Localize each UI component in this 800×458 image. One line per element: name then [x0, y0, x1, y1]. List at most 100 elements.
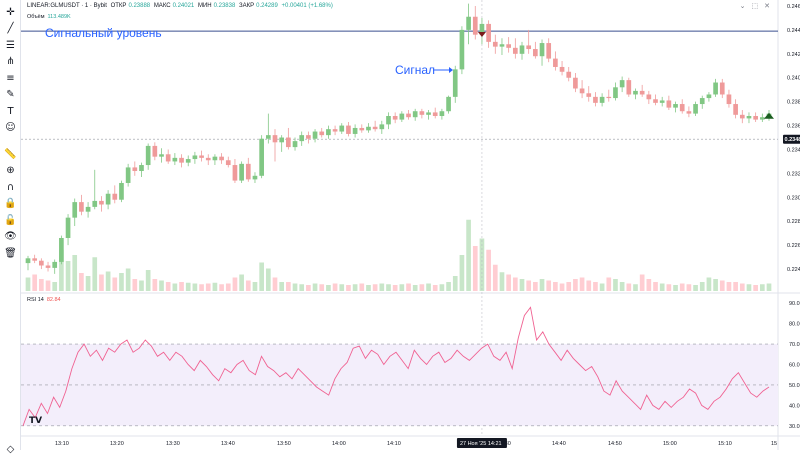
- candle-body: [606, 97, 611, 98]
- volume-bar: [293, 284, 298, 292]
- collapse-pane-icon[interactable]: ⌄: [740, 2, 746, 10]
- magnet-icon[interactable]: ∩: [3, 180, 18, 195]
- candle-body: [266, 135, 271, 139]
- lock-drawing-icon[interactable]: 🔒: [3, 197, 18, 212]
- candle-body: [506, 44, 511, 48]
- buy-signal-marker: [764, 113, 774, 119]
- volume-bar: [713, 279, 718, 291]
- volume-bar: [740, 284, 745, 292]
- candle-body: [359, 128, 364, 130]
- rsi-label: RSI 14: [27, 297, 44, 303]
- candle-body: [99, 201, 104, 205]
- low-label: МИН: [198, 3, 212, 9]
- trend-line-icon[interactable]: ╱: [3, 22, 18, 37]
- symbol-title[interactable]: LINEAR:GLMUSDT · 1 · Bybit: [27, 3, 107, 9]
- rsi-tick-label: 60.00: [789, 363, 800, 369]
- zoom-icon[interactable]: ⊕: [3, 164, 18, 179]
- candle-body: [593, 97, 598, 103]
- volume-bar: [26, 278, 31, 292]
- text-icon[interactable]: T: [3, 104, 18, 119]
- candle-body: [92, 201, 97, 207]
- time-tick-label: 14:50: [608, 441, 622, 447]
- volume-bar: [433, 285, 438, 291]
- volume-bar: [153, 279, 158, 291]
- fib-icon[interactable]: ≡: [3, 71, 18, 86]
- candle-body: [259, 139, 264, 176]
- horizontal-lines-icon[interactable]: ☰: [3, 38, 18, 53]
- time-tick-label: 15: [771, 441, 777, 447]
- volume-bar: [386, 284, 391, 291]
- time-tick-label: 14:00: [332, 441, 346, 447]
- volume-bar: [112, 278, 117, 292]
- signal-arrow-head: [449, 67, 453, 73]
- crosshair-icon[interactable]: ✛: [3, 5, 18, 20]
- candle-body: [86, 207, 91, 212]
- candle-body: [540, 43, 545, 56]
- volume-bar: [767, 284, 772, 292]
- candle-body: [553, 59, 558, 67]
- volume-bar: [239, 275, 244, 292]
- volume-bar: [466, 220, 471, 291]
- emoji-icon[interactable]: ☺: [3, 121, 18, 136]
- time-tick-label: 14:10: [387, 441, 401, 447]
- candle-body: [233, 165, 238, 181]
- time-tick-label: 13:20: [110, 441, 124, 447]
- volume-bar: [99, 275, 104, 292]
- layers-icon[interactable]: ◇: [3, 443, 18, 458]
- ruler-icon[interactable]: 📏: [3, 147, 18, 162]
- candle-body: [132, 167, 137, 171]
- high-value: 0.24021: [173, 3, 195, 9]
- volume-bar: [566, 282, 571, 291]
- volume-bar: [753, 285, 758, 291]
- eye-icon[interactable]: 👁: [3, 230, 18, 245]
- trash-icon[interactable]: 🗑: [3, 246, 18, 261]
- volume-bar: [326, 285, 331, 291]
- candle-body: [513, 48, 518, 54]
- candle-body: [293, 141, 298, 147]
- volume-bar: [173, 284, 178, 292]
- time-tick-label: 13:40: [221, 441, 235, 447]
- volume-bar: [379, 284, 384, 292]
- volume-bar: [339, 284, 344, 291]
- candle-body: [613, 87, 618, 98]
- price-tick-label: 0.24400: [787, 28, 800, 34]
- chart-canvas[interactable]: Сигнальный уровеньСигнал0.246000.244000.…: [21, 0, 800, 450]
- volume-bar: [580, 278, 585, 292]
- cursor-time-label: 27 Ноя '25 14:21: [460, 441, 502, 447]
- candle-body: [400, 114, 405, 120]
- volume-bar: [513, 278, 518, 292]
- candle-body: [620, 80, 625, 87]
- rsi-tick-label: 40.00: [789, 403, 800, 409]
- volume-bar: [166, 282, 171, 291]
- volume-bar: [647, 279, 652, 291]
- volume-bar: [279, 282, 284, 291]
- volume-bar: [560, 284, 565, 292]
- price-tick-label: 0.22600: [787, 243, 800, 249]
- close-value: 0.24289: [256, 3, 278, 9]
- pitchfork-icon[interactable]: ⋔: [3, 55, 18, 70]
- volume-bar: [586, 281, 591, 292]
- price-tick-label: 0.24000: [787, 76, 800, 82]
- close-pane-icon[interactable]: ✕: [764, 2, 770, 10]
- candle-body: [112, 194, 117, 200]
- high-label: МАКС: [154, 3, 171, 9]
- rsi-tick-label: 90.00: [789, 301, 800, 307]
- maximize-pane-icon[interactable]: ⬚: [752, 2, 759, 10]
- volume-bar: [373, 284, 378, 291]
- rsi-value: 82.84: [47, 297, 61, 303]
- brush-icon[interactable]: ✎: [3, 88, 18, 103]
- volume-bar: [640, 275, 645, 292]
- candle-body: [760, 117, 765, 119]
- tradingview-logo-icon: TV: [29, 416, 42, 426]
- low-value: 0.23838: [214, 3, 236, 9]
- unlock-icon[interactable]: 🔓: [3, 213, 18, 228]
- candle-body: [500, 44, 505, 46]
- volume-bar: [553, 282, 558, 291]
- volume-bar: [633, 284, 638, 291]
- candle-body: [566, 72, 571, 78]
- volume-bar: [546, 281, 551, 292]
- drawing-toolbar: ✛╱☰⋔≡✎T☺📏⊕∩🔒🔓👁🗑◇: [0, 0, 21, 450]
- candle-body: [299, 135, 304, 141]
